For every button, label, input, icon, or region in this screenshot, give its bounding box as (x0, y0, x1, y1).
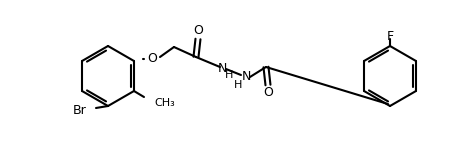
Text: CH₃: CH₃ (154, 98, 175, 108)
Text: N: N (217, 63, 227, 76)
Text: Br: Br (73, 104, 87, 118)
Text: H: H (234, 80, 242, 90)
Text: O: O (147, 52, 157, 66)
Text: O: O (263, 86, 273, 100)
Text: O: O (193, 24, 203, 37)
Text: H: H (225, 70, 233, 80)
Text: N: N (241, 70, 251, 83)
Text: F: F (387, 30, 394, 43)
